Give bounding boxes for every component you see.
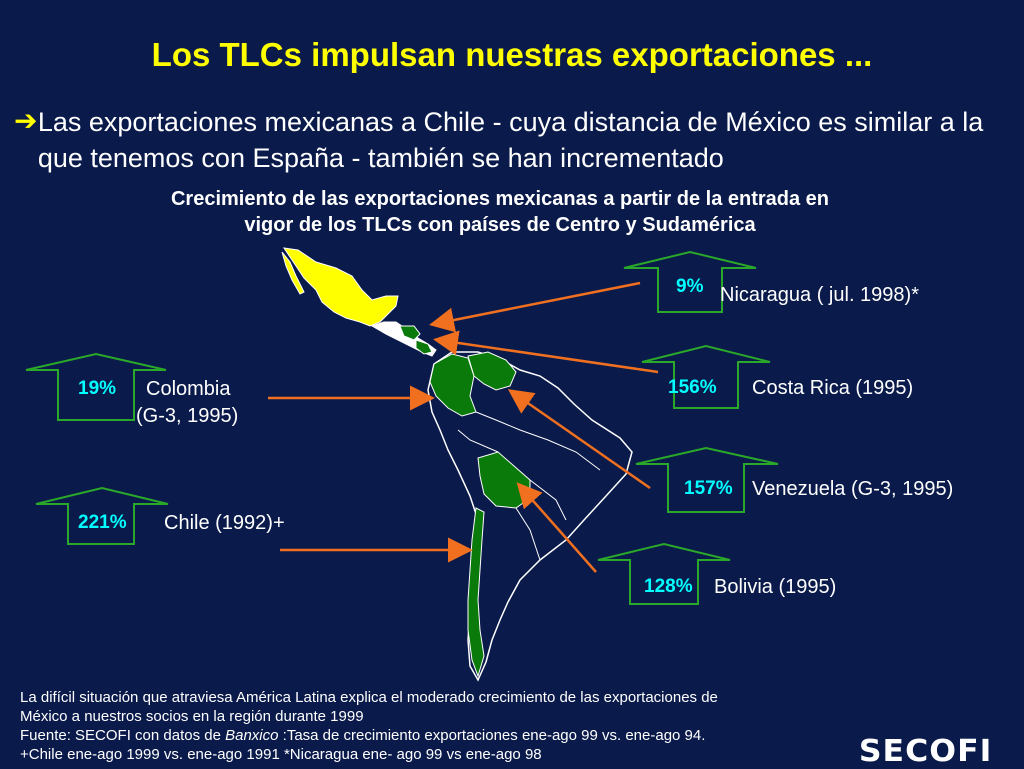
- label-costa-rica: Costa Rica (1995): [752, 377, 914, 399]
- badge-costa-rica: [641, 344, 771, 409]
- arrow-bolivia: [516, 482, 597, 573]
- subtitle-line-2: vigor de los TLCs con países de Centro y…: [244, 214, 756, 236]
- pct-costa-rica: 156%: [668, 377, 717, 398]
- pct-nicaragua: 9%: [676, 276, 704, 297]
- arrow-right-icon: ➔: [14, 105, 38, 136]
- costa-rica-shape: [415, 339, 433, 355]
- nicaragua-shape: [399, 325, 421, 341]
- footnote-line-3: Fuente: SECOFI con datos de Banxico :Tas…: [20, 727, 706, 744]
- bullet-point: ➔ Las exportaciones mexicanas a Chile - …: [14, 104, 1014, 176]
- south-america-shape: [427, 351, 633, 682]
- label-colombia-g3: (G-3, 1995): [136, 405, 239, 427]
- badge-colombia: [25, 352, 167, 421]
- arrow-nicaragua: [429, 281, 641, 333]
- slide-title: Los TLCs impulsan nuestras exportaciones…: [151, 36, 873, 73]
- venezuela-shape: [467, 351, 517, 391]
- badge-nicaragua: [623, 250, 757, 313]
- badge-venezuela: [635, 446, 779, 513]
- label-bolivia: Bolivia (1995): [714, 576, 837, 598]
- footnote-line-2: México a nuestros socios en la región du…: [20, 708, 364, 725]
- map-subtitle: Crecimiento de las exportaciones mexican…: [0, 186, 1000, 238]
- label-nicaragua: Nicaragua ( jul. 1998)*: [720, 284, 919, 306]
- label-colombia: Colombia: [146, 378, 231, 400]
- footnote-line-4: +Chile ene-ago 1999 vs. ene-ago 1991 *Ni…: [20, 746, 542, 763]
- label-venezuela: Venezuela (G-3, 1995): [752, 478, 954, 500]
- badge-bolivia: [597, 542, 731, 605]
- pct-venezuela: 157%: [684, 478, 733, 499]
- label-chile: Chile (1992)+: [164, 512, 285, 534]
- arrow-costa-rica: [433, 330, 659, 374]
- bullet-text: Las exportaciones mexicanas a Chile - cu…: [37, 107, 984, 173]
- pct-colombia: 19%: [78, 378, 117, 399]
- arrow-venezuela: [507, 389, 651, 490]
- footnote-line-1: La difícil situación que atraviesa Améri…: [20, 689, 718, 706]
- footnote: La difícil situación que atraviesa Améri…: [20, 688, 850, 764]
- badge-chile: [35, 486, 169, 545]
- subtitle-line-1: Crecimiento de las exportaciones mexican…: [170, 188, 830, 210]
- mexico-shape: [282, 247, 399, 327]
- pct-chile: 221%: [78, 512, 127, 533]
- pct-bolivia: 128%: [644, 576, 693, 597]
- baja-california-shape: [281, 251, 305, 295]
- secofi-logo: SECOFI: [858, 734, 993, 769]
